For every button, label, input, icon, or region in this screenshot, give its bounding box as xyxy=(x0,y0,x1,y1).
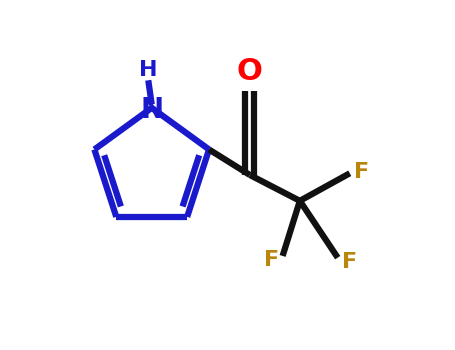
Text: F: F xyxy=(354,162,369,182)
Text: H: H xyxy=(139,60,157,80)
Text: F: F xyxy=(342,252,357,272)
Text: O: O xyxy=(237,57,263,86)
Text: F: F xyxy=(264,250,279,270)
Text: N: N xyxy=(140,96,163,124)
